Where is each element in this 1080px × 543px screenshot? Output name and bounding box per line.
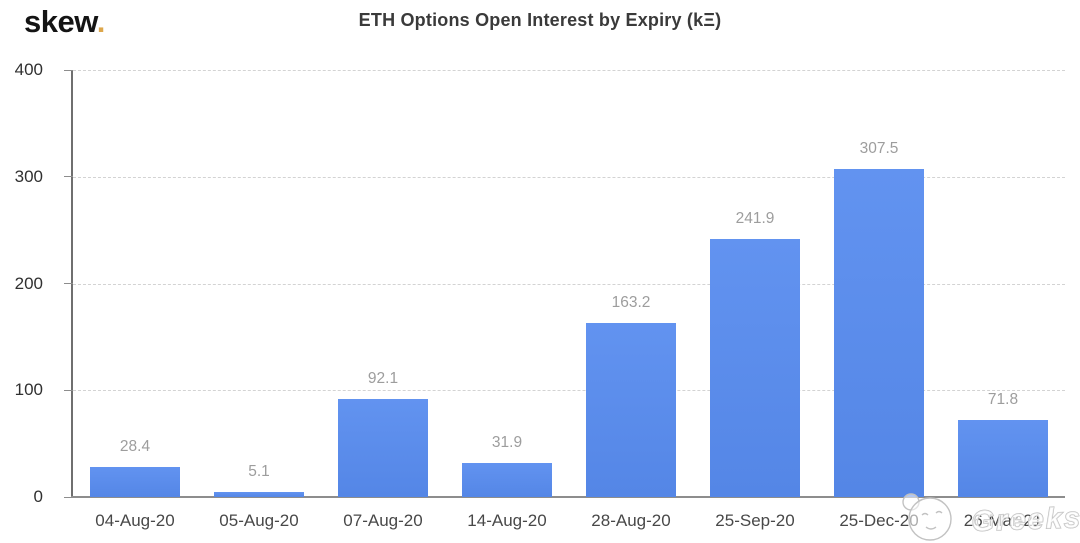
x-axis-label: 26-Mar-21 (963, 511, 1043, 530)
y-axis-tick (64, 496, 73, 498)
bar-value-label: 163.2 (611, 293, 651, 311)
bar[interactable] (958, 420, 1048, 497)
bar[interactable] (710, 238, 800, 497)
y-axis-tick (64, 389, 73, 391)
y-axis-label: 100 (14, 380, 43, 400)
y-axis-tick (64, 176, 73, 178)
gridline (73, 70, 1065, 71)
bar[interactable] (586, 322, 676, 497)
x-axis-label: 25-Sep-20 (715, 511, 795, 530)
bar-value-label: 71.8 (987, 391, 1019, 409)
x-axis-label: 25-Dec-20 (839, 511, 919, 530)
skew-logo-dot: . (96, 4, 106, 39)
gridline (73, 176, 1065, 178)
skew-logo-text: skew (24, 4, 97, 39)
y-axis-label: 300 (14, 166, 43, 186)
bar-value-label: 241.9 (735, 209, 775, 227)
x-axis-label: 04-Aug-20 (95, 511, 175, 530)
gridline (73, 283, 1065, 285)
gridline (73, 390, 1065, 392)
bar-value-label: 92.1 (367, 369, 399, 387)
x-axis-label: 05-Aug-20 (219, 511, 299, 530)
bar-value-label: 307.5 (859, 139, 899, 157)
bar[interactable] (90, 466, 180, 497)
x-axis-line (71, 496, 1065, 498)
y-axis-label: 200 (14, 273, 43, 293)
plot-area: 0 100 200 300 400 28.4 04-Aug-20 5.1 05-Aug-20 92… (15, 60, 1065, 530)
bar-value-label: 5.1 (248, 462, 270, 480)
bar[interactable] (462, 462, 552, 497)
y-axis-tick (64, 283, 73, 284)
y-axis-label: 400 (14, 60, 43, 79)
bar-value-label: 28.4 (119, 437, 151, 455)
bar[interactable] (214, 491, 304, 497)
page-title: ETH Options Open Interest by Expiry (kΞ) (358, 10, 722, 30)
bar[interactable] (338, 398, 428, 497)
x-axis-label: 28-Aug-20 (591, 511, 671, 530)
x-axis-label: 14-Aug-20 (467, 511, 547, 530)
skew-logo: skew. (24, 4, 105, 40)
y-axis-tick (64, 69, 73, 71)
y-axis-label: 0 (33, 487, 43, 506)
x-axis-label: 07-Aug-20 (343, 511, 423, 530)
bar-value-label: 31.9 (491, 433, 523, 451)
bar[interactable] (834, 168, 924, 497)
